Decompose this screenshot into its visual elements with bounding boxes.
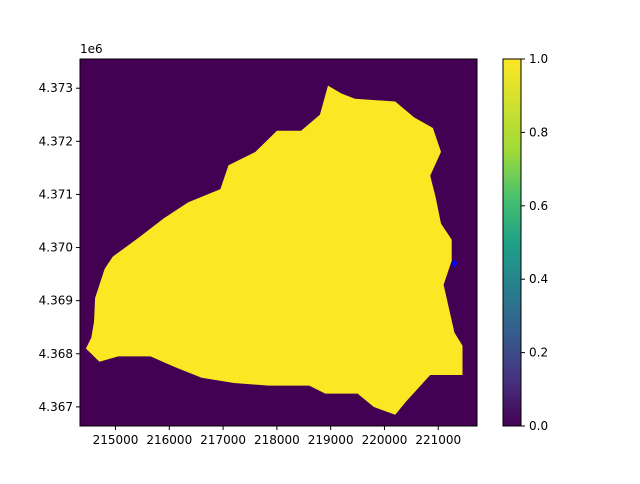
x-axis: 215000 216000 217000 218000 219000 220000 2210… (93, 426, 461, 447)
x-tick-label: 215000 (93, 433, 139, 447)
colorbar-tick-label: 0.2 (529, 346, 548, 360)
x-tick-label: 219000 (308, 433, 354, 447)
x-tick-label: 216000 (146, 433, 192, 447)
y-tick-label: 4.368 (39, 347, 73, 361)
y-tick-label: 4.370 (39, 241, 73, 255)
plot-area (79, 58, 478, 427)
watershed-mask (85, 85, 463, 415)
y-tick-label: 4.367 (39, 400, 73, 414)
colorbar-tick-label: 0.8 (529, 125, 548, 139)
y-tick-label: 4.371 (39, 187, 73, 201)
x-tick-label: 221000 (415, 433, 461, 447)
outlet-marker (451, 259, 458, 268)
y-axis: 4.367 4.368 4.369 4.370 4.371 4.372 4.373 (39, 81, 80, 414)
plot-frame (79, 58, 478, 427)
y-offset-label: 1e6 (80, 42, 103, 56)
colorbar: 0.0 0.2 0.4 0.6 0.8 1.0 (502, 52, 548, 433)
colorbar-tick-label: 0.6 (529, 199, 548, 213)
y-tick-label: 4.372 (39, 134, 73, 148)
x-tick-label: 218000 (254, 433, 300, 447)
x-tick-label: 217000 (200, 433, 246, 447)
x-tick-label: 220000 (362, 433, 408, 447)
colorbar-tick-label: 0.4 (529, 272, 548, 286)
y-tick-label: 4.369 (39, 294, 73, 308)
colorbar-tick-label: 1.0 (529, 52, 548, 66)
y-tick-label: 4.373 (39, 81, 73, 95)
colorbar-tick-label: 0.0 (529, 419, 548, 433)
colorbar-gradient (502, 58, 522, 427)
colorbar-ticks: 0.0 0.2 0.4 0.6 0.8 1.0 (521, 52, 548, 433)
